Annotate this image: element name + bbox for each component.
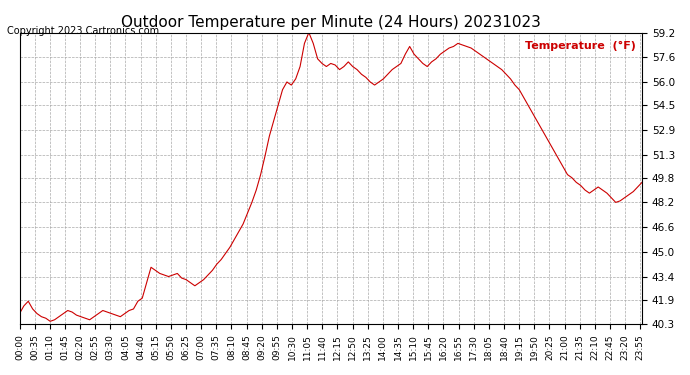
Text: Copyright 2023 Cartronics.com: Copyright 2023 Cartronics.com: [7, 26, 159, 36]
Title: Outdoor Temperature per Minute (24 Hours) 20231023: Outdoor Temperature per Minute (24 Hours…: [121, 15, 541, 30]
Text: Temperature  (°F): Temperature (°F): [525, 41, 635, 51]
